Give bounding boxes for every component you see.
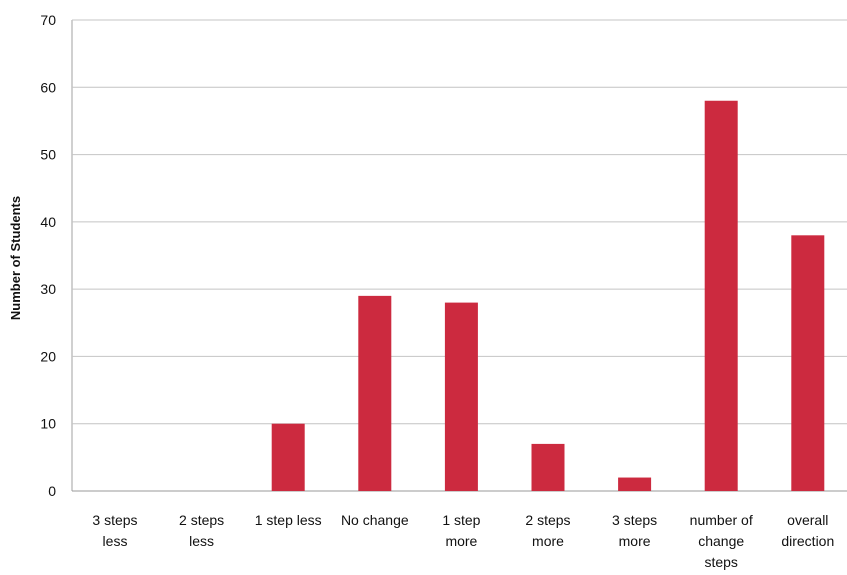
y-tick-label: 10 [40, 416, 56, 432]
bar [618, 477, 652, 491]
x-category-label: 1 step less [255, 512, 322, 528]
bar [791, 235, 825, 491]
x-category-label: 3 steps more [612, 512, 657, 549]
x-category-label: 3 steps less [92, 512, 137, 549]
y-axis-tick-labels: 0 10 20 30 40 50 60 70 [40, 12, 56, 499]
x-category-label: 2 steps less [179, 512, 224, 549]
x-category-label: No change [341, 512, 409, 528]
x-category-label: 2 steps more [525, 512, 570, 549]
y-tick-label: 40 [40, 214, 56, 230]
bar [271, 423, 305, 491]
y-axis-title: Number of Students [8, 196, 23, 320]
y-tick-label: 50 [40, 147, 56, 163]
y-tick-label: 60 [40, 79, 56, 95]
y-tick-label: 0 [48, 483, 56, 499]
bars [271, 100, 825, 491]
y-tick-label: 20 [40, 348, 56, 364]
bar [358, 295, 392, 491]
gridlines [71, 19, 847, 492]
x-category-label: 1 step more [442, 512, 480, 549]
x-axis-category-labels: 3 steps less 2 steps less 1 step less No chan… [92, 512, 834, 570]
x-category-label: number of change steps [690, 512, 753, 570]
bar [531, 443, 565, 491]
y-tick-label: 30 [40, 281, 56, 297]
x-category-label: overall direction [781, 512, 834, 549]
bar [444, 302, 478, 491]
y-tick-label: 70 [40, 12, 56, 28]
bar [704, 100, 738, 491]
